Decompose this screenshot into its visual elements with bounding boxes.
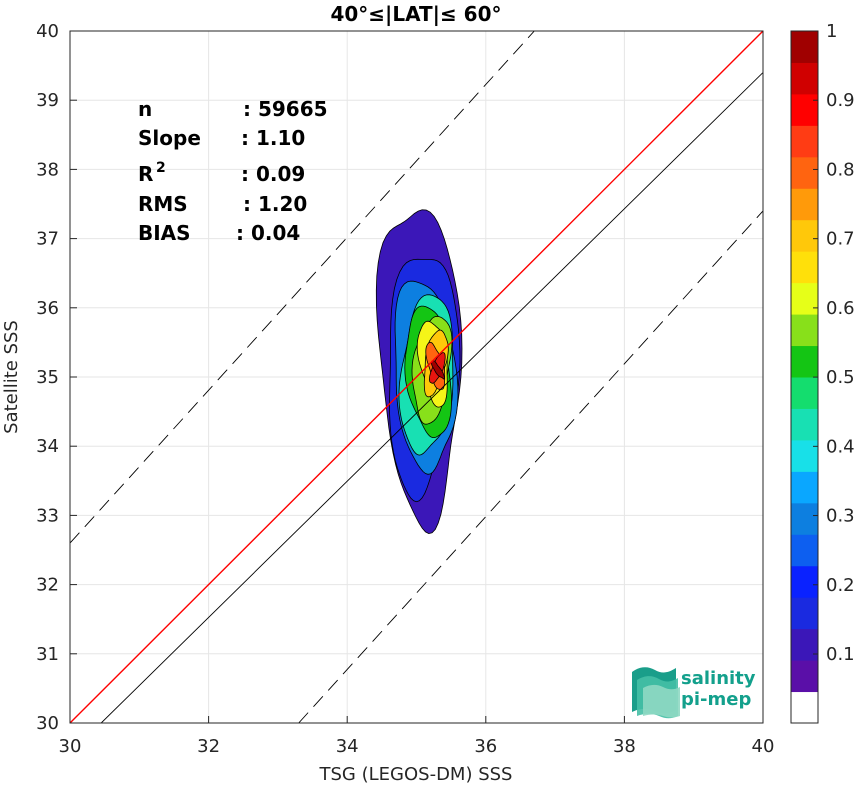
colorbar-tick-label: 0.8 — [826, 159, 855, 180]
colorbar-segment — [791, 471, 818, 504]
colorbar-tick-label: 0.3 — [826, 506, 855, 527]
stat-label: BIAS — [138, 221, 191, 245]
colorbar-segment — [791, 597, 818, 630]
stat-label: R — [138, 162, 153, 186]
lower-bound-line — [298, 210, 763, 723]
colorbar-segment — [791, 31, 818, 63]
stat-separator: : — [243, 192, 258, 216]
x-tick-label: 36 — [474, 736, 497, 757]
colorbar-segment — [791, 93, 818, 126]
density-contours — [375, 209, 463, 535]
stat-value: : 1.20 — [243, 192, 307, 216]
y-tick-label: 33 — [36, 505, 59, 526]
colorbar-segment — [791, 565, 818, 598]
stat-value: : 1.10 — [241, 126, 305, 150]
stat-number: 1.20 — [258, 192, 307, 216]
colorbar-tick-label: 0.9 — [826, 90, 855, 111]
y-tick-label: 37 — [36, 229, 59, 250]
y-tick-label: 40 — [36, 21, 59, 42]
x-tick-label: 32 — [197, 736, 220, 757]
colorbar-tick-label: 0.2 — [826, 575, 855, 596]
colorbar-segment — [791, 62, 818, 95]
x-tick-label: 38 — [613, 736, 636, 757]
y-tick-label: 36 — [36, 298, 59, 319]
colorbar — [790, 30, 819, 724]
x-tick-label: 40 — [752, 736, 775, 757]
colorbar-segment — [791, 502, 818, 535]
colorbar-tick-label: 0.6 — [826, 298, 855, 319]
chart-title: 40°≤|LAT|≤ 60° — [330, 2, 501, 26]
x-tick-label: 30 — [59, 736, 82, 757]
stat-separator: : — [243, 97, 258, 121]
colorbar-segment — [791, 691, 818, 724]
plot-frame — [69, 30, 764, 724]
colorbar-tick-label: 0.4 — [826, 436, 855, 457]
colorbar-segment — [791, 377, 818, 409]
stat-label: Slope — [138, 126, 201, 150]
y-tick-label: 38 — [36, 159, 59, 180]
y-tick-label: 32 — [36, 575, 59, 596]
upper-bound-line — [70, 31, 535, 544]
stat-number: 0.09 — [256, 162, 305, 186]
colorbar-segment — [791, 408, 818, 441]
colorbar-tick-label: 1 — [826, 21, 837, 42]
colorbar-segment — [791, 251, 818, 284]
y-tick-labels: 30 31 32 33 34 35 36 37 38 39 40 — [36, 21, 59, 734]
stat-separator: : — [236, 221, 251, 245]
stat-separator: : — [241, 126, 256, 150]
stat-separator: : — [241, 162, 256, 186]
regression-line — [70, 31, 763, 723]
colorbar-segment — [791, 219, 818, 252]
colorbar-tick-label: 0.5 — [826, 367, 855, 388]
y-tick-label: 31 — [36, 644, 59, 665]
logo-text-pi-mep: pi-mep — [681, 689, 751, 710]
stat-label: n — [138, 97, 152, 121]
colorbar-segment — [791, 314, 818, 347]
stat-number: 1.10 — [256, 126, 305, 150]
colorbar-segment — [791, 188, 818, 221]
stat-superscript: 2 — [156, 160, 166, 176]
stat-number: 0.04 — [251, 221, 300, 245]
colorbar-tick-label: 0.7 — [826, 229, 855, 250]
stat-value: : 0.04 — [236, 221, 300, 245]
wave-logo-icon — [632, 667, 680, 719]
colorbar-segment — [791, 628, 818, 661]
stat-number: 59665 — [258, 97, 328, 121]
x-axis-label: TSG (LEGOS-DM) SSS — [319, 764, 513, 785]
salinity-pi-mep-logo: salinity pi-mep — [632, 667, 756, 719]
y-axis-label: Satellite SSS — [1, 320, 22, 434]
stat-value: : 59665 — [243, 97, 328, 121]
colorbar-segment — [791, 125, 818, 158]
colorbar-segment — [791, 156, 818, 189]
stat-label: RMS — [138, 192, 188, 216]
y-tick-label: 39 — [36, 90, 59, 111]
x-tick-label: 34 — [336, 736, 359, 757]
y-tick-label: 35 — [36, 367, 59, 388]
density-contour-1 — [430, 360, 445, 380]
colorbar-tick-label: 0.1 — [826, 644, 855, 665]
reference-lines — [70, 31, 763, 723]
colorbar-segment — [791, 345, 818, 378]
x-tick-labels: 30 32 34 36 38 40 — [59, 736, 775, 757]
identity-line — [100, 72, 763, 723]
colorbar-tick-labels: 0.1 0.2 0.3 0.4 0.5 0.6 0.7 0.8 0.9 1 — [813, 21, 855, 665]
stat-value: : 0.09 — [241, 162, 305, 186]
y-tick-label: 34 — [36, 436, 59, 457]
logo-text-salinity: salinity — [681, 668, 756, 689]
colorbar-segment — [791, 660, 818, 693]
colorbar-segment — [791, 534, 818, 567]
y-tick-label: 30 — [36, 713, 59, 734]
colorbar-segment — [791, 282, 818, 315]
colorbar-segment — [791, 439, 818, 472]
